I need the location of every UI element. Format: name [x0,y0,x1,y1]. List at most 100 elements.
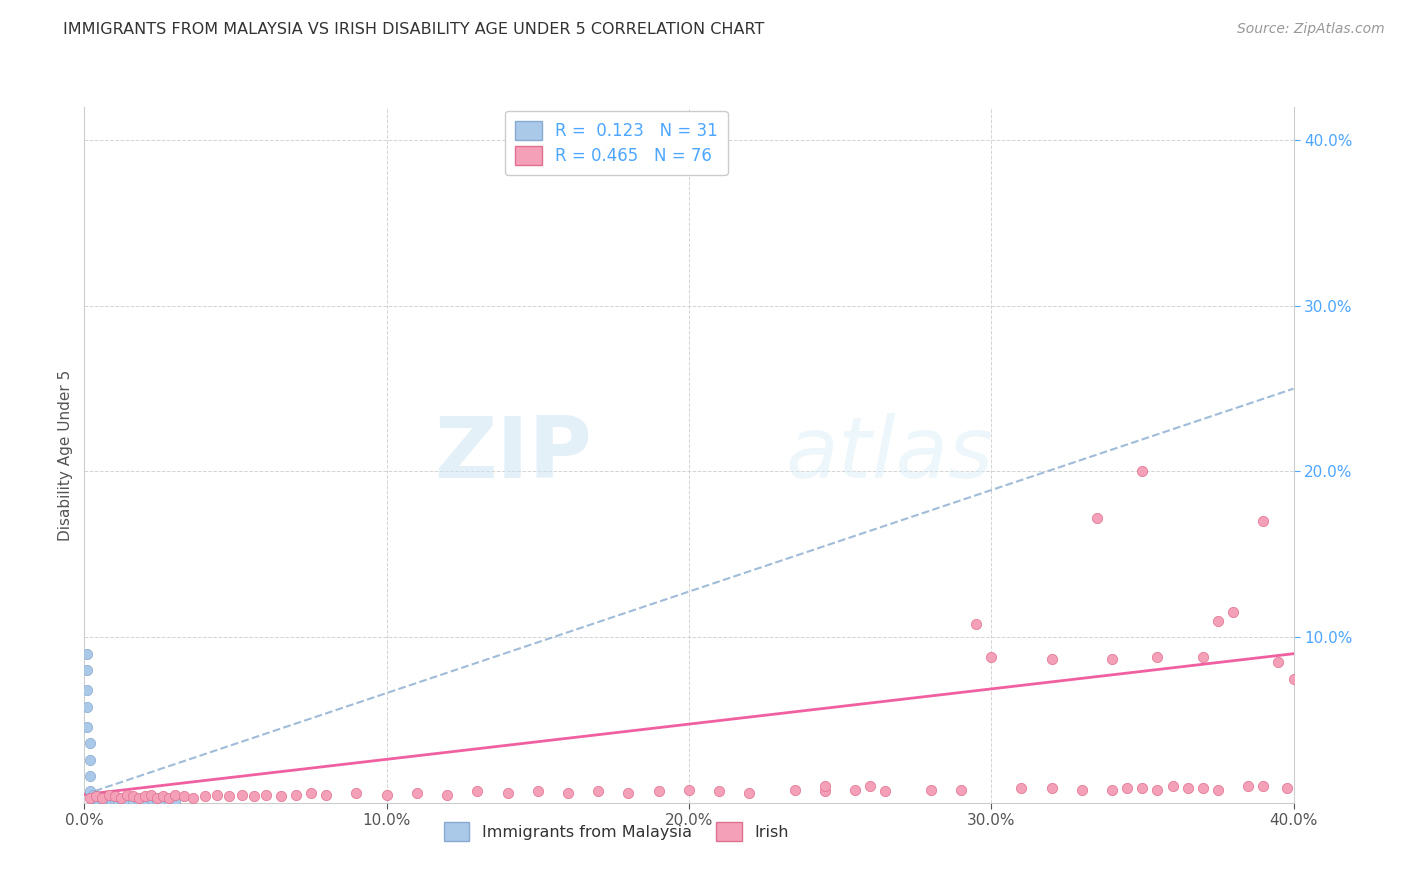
Point [82,790,104,805]
Text: ZIP: ZIP [434,413,592,497]
Point [242,789,264,804]
Point [436,788,458,802]
Point [875,784,897,798]
Point [115,788,138,802]
Point [79,769,101,783]
Point [82,788,104,802]
Point [315,788,337,802]
Text: IMMIGRANTS FROM MALAYSIA VS IRISH DISABILITY AGE UNDER 5 CORRELATION CHART: IMMIGRANTS FROM MALAYSIA VS IRISH DISABI… [63,22,765,37]
Point [1116,780,1139,795]
Point [89,794,111,808]
Point [1267,655,1289,669]
Point [121,789,143,804]
Point [1222,605,1244,619]
Point [152,789,174,804]
Point [146,790,169,805]
Point [231,788,253,802]
Point [1277,780,1299,795]
Point [1161,779,1184,793]
Point [1085,511,1108,525]
Point [115,794,138,808]
Point [859,779,882,793]
Point [134,794,156,808]
Point [121,794,143,808]
Point [406,786,429,800]
Point [76,683,98,698]
Point [128,794,150,808]
Point [1192,650,1215,665]
Point [1040,780,1063,795]
Point [86,789,108,804]
Point [844,782,866,797]
Point [709,784,731,798]
Point [617,786,640,800]
Point [738,786,761,800]
Point [97,792,120,806]
Point [496,786,519,800]
Point [97,788,120,802]
Point [110,792,132,806]
Point [146,794,169,808]
Legend: Immigrants from Malaysia, Irish: Immigrants from Malaysia, Irish [437,816,796,847]
Point [950,782,973,797]
Point [152,794,174,808]
Point [110,790,132,805]
Point [79,790,101,805]
Point [91,792,114,806]
Point [678,782,700,797]
Y-axis label: Disability Age Under 5: Disability Age Under 5 [58,369,73,541]
Point [104,794,127,808]
Point [814,784,837,798]
Point [1237,779,1260,793]
Point [1146,650,1168,665]
Point [270,789,292,804]
Point [107,794,129,808]
Point [181,790,204,805]
Point [1130,780,1153,795]
Point [588,784,610,798]
Point [557,786,579,800]
Point [128,790,150,805]
Point [346,786,368,800]
Point [165,788,187,802]
Point [285,788,308,802]
Point [194,789,217,804]
Point [1130,465,1153,479]
Point [783,782,806,797]
Point [79,736,101,750]
Point [965,616,987,631]
Point [76,663,98,677]
Point [1011,780,1033,795]
Point [467,784,489,798]
Point [1101,782,1123,797]
Point [1282,672,1305,686]
Text: atlas: atlas [786,413,994,497]
Point [1071,782,1094,797]
Point [89,790,111,805]
Point [86,789,108,804]
Point [134,789,156,804]
Point [76,720,98,734]
Point [139,792,162,806]
Point [1253,514,1275,528]
Point [86,792,108,806]
Point [173,789,195,804]
Point [1206,614,1229,628]
Point [165,794,187,808]
Point [1101,651,1123,665]
Point [1192,780,1215,795]
Point [79,753,101,767]
Point [1040,651,1063,665]
Point [1253,779,1275,793]
Point [76,699,98,714]
Point [94,794,117,808]
Point [79,784,101,798]
Point [157,794,180,808]
Point [648,784,671,798]
Text: Source: ZipAtlas.com: Source: ZipAtlas.com [1237,22,1385,37]
Point [254,788,277,802]
Point [207,788,229,802]
Point [527,784,550,798]
Point [139,788,162,802]
Point [920,782,942,797]
